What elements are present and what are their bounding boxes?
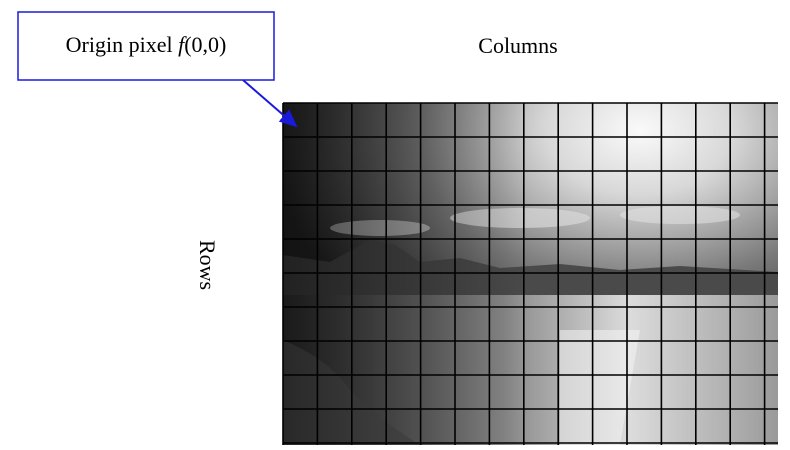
columns-label: Columns [478,33,557,58]
callout-args: (0,0) [184,32,226,57]
page: Origin pixel f(0,0) Columns Rows (() => … [0,0,790,445]
photo [283,103,778,445]
callout-prefix: Origin pixel [66,32,178,57]
diagram: Origin pixel f(0,0) Columns Rows [0,0,790,445]
callout-text: Origin pixel f(0,0) [66,32,227,57]
rows-label: Rows [195,240,220,290]
